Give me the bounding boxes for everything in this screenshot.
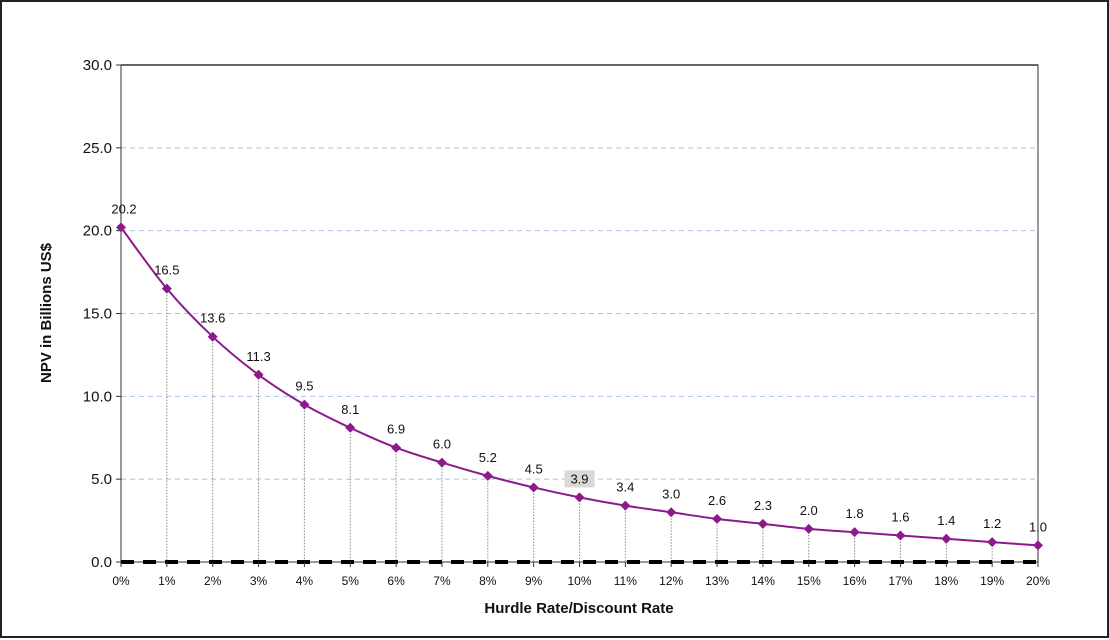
data-label: 1.6	[891, 509, 909, 524]
data-label: 6.0	[433, 437, 451, 452]
data-label: 1.0	[1029, 519, 1047, 534]
data-label: 20.2	[111, 201, 136, 216]
x-tick-label: 12%	[659, 574, 683, 588]
data-point	[207, 331, 218, 342]
data-label: 6.9	[387, 422, 405, 437]
y-tick-label: 0.0	[91, 554, 112, 571]
data-label: 1.4	[937, 513, 955, 528]
y-tick-label: 25.0	[83, 140, 112, 157]
y-axis-title: NPV in Billions US$	[38, 242, 55, 383]
data-label: 8.1	[341, 402, 359, 417]
data-point	[1033, 540, 1043, 551]
data-point	[987, 537, 998, 548]
data-point	[849, 527, 860, 538]
data-label: 9.5	[295, 379, 313, 394]
data-label: 1.2	[983, 516, 1001, 531]
y-tick-label: 15.0	[83, 306, 112, 323]
data-point	[436, 457, 447, 468]
data-label: 16.5	[154, 263, 179, 278]
data-point	[391, 442, 402, 453]
x-tick-label: 19%	[980, 574, 1004, 588]
x-tick-label: 11%	[614, 574, 637, 588]
data-label: 11.3	[246, 349, 270, 364]
data-label: 2.0	[800, 503, 818, 518]
y-tick-label: 5.0	[91, 471, 112, 488]
x-tick-label: 2%	[204, 574, 222, 588]
highlighted-label-background	[564, 470, 595, 488]
x-tick-label: 7%	[433, 574, 451, 588]
x-axis-ticks: 0% 1% 2% 3% 4% 5% 6% 7% 8% 9% 10% 11% 12% 13% 14% 15% 16…	[112, 562, 1050, 588]
x-tick-label: 15%	[797, 574, 821, 588]
x-tick-label: 6%	[387, 574, 405, 588]
x-tick-label: 10%	[567, 574, 591, 588]
data-label: 3.0	[662, 486, 680, 501]
x-tick-label: 17%	[888, 574, 912, 588]
data-point	[528, 482, 539, 493]
data-point	[757, 518, 768, 529]
data-point	[161, 283, 172, 294]
y-axis-ticks: 0.0 5.0 10.0 15.0 20.0 25.0 30.0	[83, 57, 121, 571]
data-point	[666, 507, 677, 518]
data-label: 5.2	[479, 450, 497, 465]
x-axis-title: Hurdle Rate/Discount Rate	[484, 600, 673, 617]
data-point	[116, 222, 126, 233]
data-label: 2.3	[754, 498, 772, 513]
data-point	[482, 470, 493, 481]
y-tick-label: 20.0	[83, 223, 112, 240]
data-point	[941, 533, 952, 544]
x-tick-label: 20%	[1026, 574, 1050, 588]
x-tick-label: 16%	[843, 574, 867, 588]
data-label: 13.6	[200, 311, 225, 326]
x-tick-label: 18%	[934, 574, 958, 588]
data-point	[712, 513, 723, 524]
data-label: 2.6	[708, 493, 726, 508]
data-point	[895, 530, 906, 541]
x-tick-label: 1%	[158, 574, 176, 588]
x-tick-label: 8%	[479, 574, 497, 588]
data-point	[345, 422, 356, 433]
y-tick-label: 10.0	[83, 388, 112, 405]
x-tick-label: 3%	[250, 574, 268, 588]
data-point	[299, 399, 310, 410]
data-labels: 20.2 16.5 13.6 11.3 9.5 8.1 6.9 6.0 5.2 4.5 3.9 3.4…	[111, 201, 1047, 534]
data-label: 4.5	[525, 461, 543, 476]
data-label: 3.9	[570, 471, 588, 486]
x-tick-label: 9%	[525, 574, 543, 588]
data-label: 1.8	[846, 506, 864, 521]
x-tick-label: 5%	[342, 574, 360, 588]
data-point	[620, 500, 631, 511]
data-point	[574, 492, 585, 503]
data-point	[803, 523, 814, 534]
data-label: 3.4	[616, 480, 634, 495]
y-tick-label: 30.0	[83, 57, 112, 74]
x-tick-label: 13%	[705, 574, 729, 588]
x-tick-label: 0%	[112, 574, 130, 588]
x-tick-label: 4%	[296, 574, 314, 588]
series-layer	[116, 222, 1043, 551]
x-tick-label: 14%	[751, 574, 775, 588]
